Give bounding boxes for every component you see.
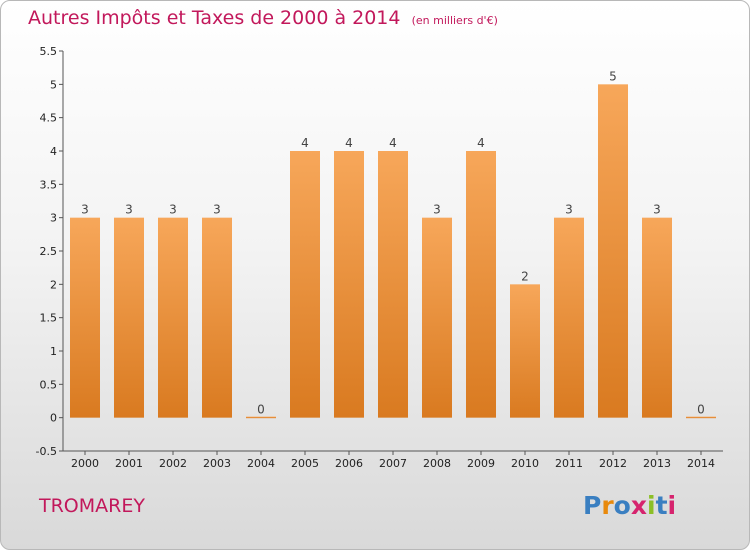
x-tick-label: 2008 xyxy=(423,457,451,470)
y-tick-label: 0 xyxy=(50,412,57,425)
chart-title: Autres Impôts et Taxes de 2000 à 2014 (e… xyxy=(28,7,498,29)
logo-letter: x xyxy=(630,491,647,520)
data-label: 4 xyxy=(345,136,353,150)
x-tick-label: 2010 xyxy=(511,457,539,470)
commune-name: TROMAREY xyxy=(39,495,145,517)
bar xyxy=(598,84,628,418)
y-tick-label: 5 xyxy=(50,78,57,91)
data-label: 4 xyxy=(389,136,397,150)
bars xyxy=(70,84,716,419)
y-tick-label: 3 xyxy=(50,212,57,225)
chart-unit: (en milliers d'€) xyxy=(411,14,498,27)
bar xyxy=(466,151,496,418)
logo-letter: t xyxy=(655,491,668,520)
x-tick-label: 2003 xyxy=(203,457,231,470)
y-tick-label: 4 xyxy=(50,145,57,158)
data-label: 3 xyxy=(81,203,89,217)
y-tick-label: 5.5 xyxy=(40,45,58,58)
logo-letter: o xyxy=(613,491,631,520)
logo-letter: P xyxy=(583,491,602,520)
x-tick-label: 2012 xyxy=(599,457,627,470)
data-label: 3 xyxy=(433,203,441,217)
y-tick-label: 2 xyxy=(50,278,57,291)
data-label: 0 xyxy=(257,403,265,417)
x-tick-label: 2007 xyxy=(379,457,407,470)
data-label: 2 xyxy=(521,269,529,283)
data-label: 3 xyxy=(565,203,573,217)
data-label: 3 xyxy=(169,203,177,217)
proxiti-logo: Proxiti xyxy=(583,491,676,520)
y-tick-label: 4.5 xyxy=(40,112,58,125)
logo-letter: i xyxy=(647,491,656,520)
y-tick-label: -0.5 xyxy=(36,445,57,458)
y-tick-label: 3.5 xyxy=(40,178,58,191)
x-tick-label: 2014 xyxy=(687,457,715,470)
data-label: 3 xyxy=(653,203,661,217)
bar xyxy=(422,217,452,418)
x-tick-label: 2013 xyxy=(643,457,671,470)
data-label: 0 xyxy=(697,403,705,417)
y-tick-label: 1 xyxy=(50,345,57,358)
logo-letter: i xyxy=(667,491,677,520)
bar xyxy=(378,151,408,418)
x-tick-label: 2001 xyxy=(115,457,143,470)
data-label: 5 xyxy=(609,69,617,83)
x-tick-label: 2002 xyxy=(159,457,187,470)
bar xyxy=(70,217,100,418)
bar xyxy=(642,217,672,418)
logo-letter: r xyxy=(601,491,614,520)
x-tick-label: 2011 xyxy=(555,457,583,470)
y-tick-label: 2.5 xyxy=(40,245,58,258)
bar xyxy=(158,217,188,418)
y-tick-label: 0.5 xyxy=(40,378,58,391)
x-tick-label: 2006 xyxy=(335,457,363,470)
data-label: 3 xyxy=(125,203,133,217)
bar xyxy=(686,416,716,419)
x-tick-label: 2009 xyxy=(467,457,495,470)
data-label: 4 xyxy=(477,136,485,150)
data-label: 3 xyxy=(213,203,221,217)
bar xyxy=(554,217,584,418)
bar xyxy=(290,151,320,418)
x-tick-label: 2000 xyxy=(71,457,99,470)
bar xyxy=(334,151,364,418)
bar xyxy=(114,217,144,418)
bar xyxy=(202,217,232,418)
x-tick-label: 2004 xyxy=(247,457,275,470)
bar xyxy=(246,416,276,419)
x-tick-label: 2005 xyxy=(291,457,319,470)
bar xyxy=(510,284,540,418)
data-label: 4 xyxy=(301,136,309,150)
data-labels: 3 3 3 3 0 4 4 4 3 4 2 3 5 3 0 xyxy=(81,69,705,416)
y-tick-label: 1.5 xyxy=(40,312,58,325)
chart-title-text: Autres Impôts et Taxes de 2000 à 2014 xyxy=(28,7,401,29)
